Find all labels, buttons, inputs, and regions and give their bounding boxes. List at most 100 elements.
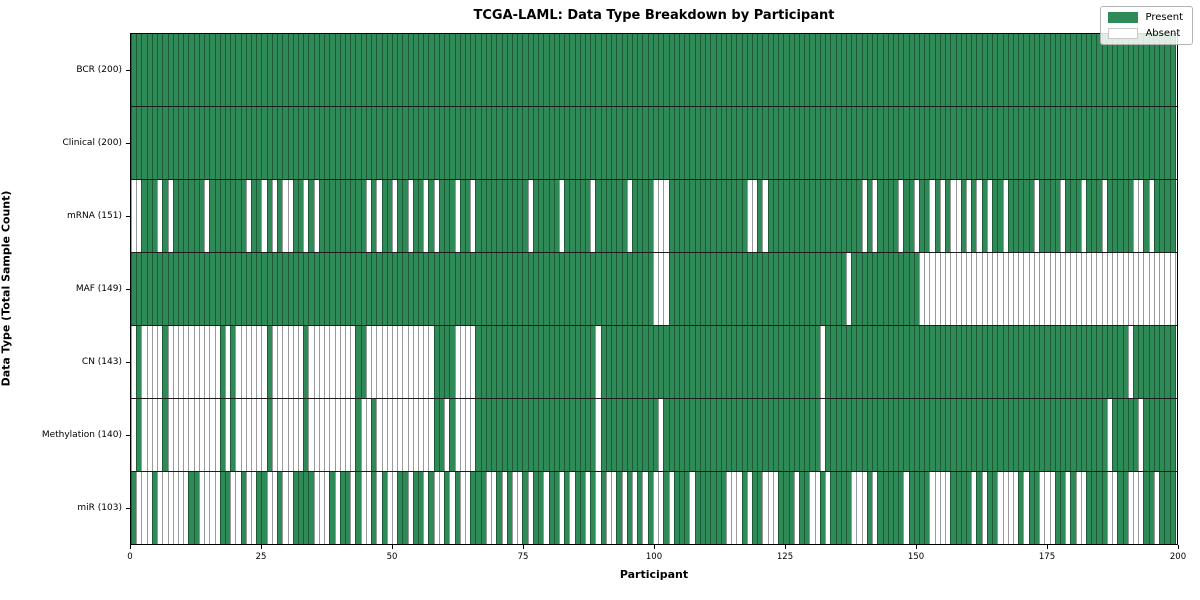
heatmap-cell	[950, 253, 956, 325]
heatmap-cell	[600, 326, 606, 398]
heatmap-cell	[501, 399, 507, 471]
heatmap-cell	[892, 472, 899, 544]
heatmap-cell	[256, 34, 262, 106]
heatmap-cell	[1091, 472, 1097, 544]
heatmap-cell	[397, 253, 403, 325]
heatmap-cell	[574, 180, 580, 252]
heatmap-cell	[1101, 399, 1107, 471]
heatmap-cell	[1065, 472, 1071, 544]
heatmap-cell	[1012, 180, 1019, 252]
heatmap-cell	[470, 253, 476, 325]
heatmap-cell	[386, 107, 392, 179]
heatmap-cell	[1127, 253, 1133, 325]
heatmap-cell	[350, 253, 356, 325]
heatmap-cell	[626, 34, 632, 106]
heatmap-cell	[1049, 399, 1055, 471]
heatmap-cell	[887, 253, 893, 325]
heatmap-cell	[193, 34, 199, 106]
heatmap-cell	[183, 399, 189, 471]
heatmap-cell	[1039, 399, 1045, 471]
heatmap-cell	[1086, 326, 1092, 398]
heatmap-cell	[1091, 107, 1097, 179]
heatmap-cell	[877, 34, 883, 106]
heatmap-cell	[313, 326, 319, 398]
heatmap-cell	[966, 253, 972, 325]
heatmap-cell	[428, 253, 434, 325]
heatmap-cell	[1143, 180, 1149, 252]
heatmap-cell	[277, 326, 283, 398]
heatmap-cell	[157, 180, 163, 252]
heatmap-cell	[501, 326, 507, 398]
heatmap-cell	[214, 472, 220, 544]
heatmap-cell	[1075, 326, 1081, 398]
heatmap-row-methylation	[131, 399, 1177, 472]
heatmap-cell	[919, 253, 925, 325]
heatmap-cell	[929, 34, 935, 106]
heatmap-cell	[705, 399, 711, 471]
heatmap-cell	[621, 399, 627, 471]
heatmap-cell	[621, 253, 627, 325]
heatmap-cell	[652, 180, 659, 252]
heatmap-cell	[866, 253, 873, 325]
heatmap-cell	[1112, 399, 1118, 471]
heatmap-cell	[783, 34, 789, 106]
heatmap-cell	[1033, 399, 1040, 471]
heatmap-cell	[438, 399, 445, 471]
heatmap-cell	[496, 472, 502, 544]
heatmap-cell	[642, 34, 648, 106]
heatmap-cell	[861, 253, 867, 325]
heatmap-cell	[757, 326, 763, 398]
legend-entry-present: Present	[1108, 12, 1183, 23]
heatmap-cell	[887, 472, 893, 544]
heatmap-cell	[438, 472, 445, 544]
heatmap-cell	[1039, 472, 1045, 544]
heatmap-cell	[141, 180, 147, 252]
x-tick-label: 100	[645, 552, 663, 562]
heatmap-cell	[840, 180, 846, 252]
heatmap-cell	[167, 107, 173, 179]
heatmap-cell	[752, 34, 758, 106]
heatmap-cell	[1101, 326, 1107, 398]
heatmap-cell	[376, 34, 382, 106]
heatmap-cell	[339, 34, 345, 106]
heatmap-cell	[658, 326, 664, 398]
heatmap-cell	[1143, 107, 1149, 179]
heatmap-cell	[1164, 107, 1170, 179]
heatmap-cell	[496, 326, 502, 398]
heatmap-cell	[986, 34, 993, 106]
heatmap-cell	[219, 472, 225, 544]
heatmap-cell	[397, 34, 403, 106]
heatmap-cell	[423, 107, 429, 179]
heatmap-cell	[997, 399, 1003, 471]
heatmap-cell	[783, 472, 789, 544]
heatmap-cell	[804, 180, 810, 252]
heatmap-cell	[157, 34, 163, 106]
heatmap-cell	[371, 399, 377, 471]
heatmap-cell	[282, 472, 288, 544]
heatmap-cell	[694, 399, 700, 471]
heatmap-cell	[616, 107, 622, 179]
heatmap-cell	[136, 399, 142, 471]
x-tick-mark	[261, 545, 262, 549]
heatmap-cell	[720, 180, 726, 252]
heatmap-cell	[992, 472, 998, 544]
heatmap-cell	[214, 180, 220, 252]
heatmap-cell	[282, 180, 288, 252]
x-tick-label: 175	[1038, 552, 1056, 562]
heatmap-cell	[934, 34, 940, 106]
heatmap-cell	[736, 399, 742, 471]
heatmap-cell	[856, 472, 862, 544]
heatmap-cell	[705, 253, 711, 325]
heatmap-cell	[668, 399, 674, 471]
heatmap-cell	[360, 472, 366, 544]
heatmap-cell	[595, 253, 601, 325]
heatmap-cell	[339, 253, 345, 325]
heatmap-cell	[830, 107, 836, 179]
heatmap-cell	[976, 107, 982, 179]
heatmap-cell	[819, 34, 826, 106]
heatmap-cell	[1164, 399, 1170, 471]
heatmap-cell	[1091, 34, 1097, 106]
heatmap-cell	[1127, 34, 1133, 106]
heatmap-cell	[1044, 34, 1050, 106]
heatmap-cell	[501, 472, 507, 544]
